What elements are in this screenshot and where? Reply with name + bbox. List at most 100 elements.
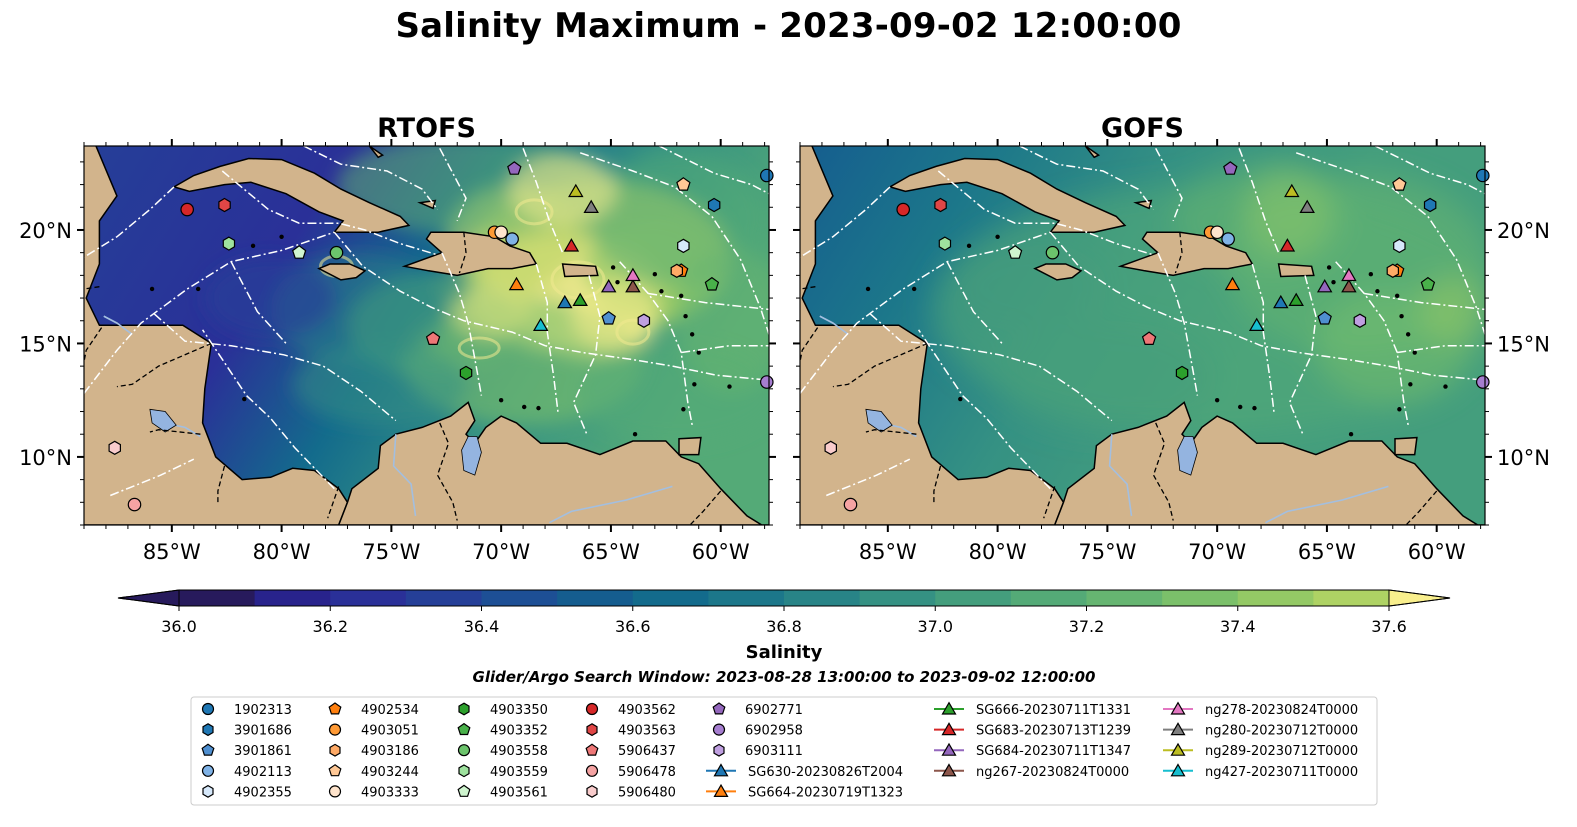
maritime-boundary: [303, 146, 439, 210]
platform-marker-3901686: [707, 197, 721, 213]
legend-marker-3901861: [201, 743, 215, 756]
country-border: [800, 327, 819, 362]
legend-label: 4903186: [361, 744, 419, 759]
maritime-boundary: [201, 329, 335, 490]
legend-marker-ng280-20230712T0000: [1170, 722, 1186, 736]
legend-marker-4903333: [328, 785, 342, 798]
colorbar-segment: [1162, 590, 1239, 606]
lake: [1177, 436, 1198, 476]
map-panel-rtofs: RTOFS 85°W 80°W 75°W 70°W 65°W 60°W 10°N 15°N 20°…: [19, 113, 776, 564]
small-island: [1412, 350, 1417, 355]
land-southam: [1053, 401, 1485, 525]
platform-marker-SG684-20230711T1347: [1316, 279, 1333, 293]
legend-label: 6902771: [745, 703, 803, 718]
country-border: [458, 232, 467, 274]
small-island: [610, 265, 616, 270]
x-tick-label: 60°W: [692, 540, 750, 564]
legend-label: SG684-20230711T1347: [976, 744, 1131, 759]
platform-marker-SG666-20230711T1331: [572, 292, 588, 306]
maritime-boundary: [869, 313, 1113, 422]
legend-label: 3901861: [234, 744, 292, 759]
platform-marker-6903111: [637, 313, 651, 328]
maritime-boundary: [535, 263, 559, 414]
legend-marker-4903244: [328, 764, 342, 777]
legend-marker-4902534: [328, 702, 342, 715]
legend-item: 6902958: [712, 723, 803, 739]
legend-marker-SG683-20230713T1239: [941, 722, 957, 736]
y-tick-label: 10°N: [19, 446, 72, 470]
legend-label: 4902355: [234, 785, 292, 800]
land-trinidad: [1394, 436, 1418, 456]
x-tick-label: 80°W: [253, 540, 311, 564]
small-island: [250, 243, 256, 249]
small-island: [652, 272, 658, 277]
land-puertorico: [561, 263, 599, 278]
figure-title: Salinity Maximum - 2023-09-02 12:00:00: [395, 6, 1182, 46]
legend-item: ng267-20230824T0000: [934, 763, 1129, 780]
legend-label: 6902958: [745, 724, 803, 739]
platform-marker-SG666-20230711T1331: [1288, 292, 1304, 306]
legend-label: 1902313: [234, 703, 292, 718]
platform-marker-6902771: [1223, 161, 1238, 175]
x-tick-label: 70°W: [1188, 540, 1246, 564]
y-tick-label: 15°N: [1497, 332, 1550, 356]
platform-marker-ng280-20230712T0000: [583, 199, 599, 213]
legend-marker-SG664-20230719T1323: [713, 783, 729, 798]
legend-box: [190, 696, 1378, 806]
maritime-boundary: [648, 292, 769, 311]
lake: [865, 408, 893, 433]
legend-marker-5906480: [586, 784, 598, 798]
platform-marker-1902313: [1476, 168, 1490, 183]
platform-marker-ng289-20230712T0000: [568, 183, 584, 198]
maritime-boundary: [110, 458, 195, 497]
platform-marker-5906480: [108, 440, 122, 455]
legend-item: 5906478: [585, 764, 676, 780]
platform-marker-ng427-20230711T0000: [532, 317, 549, 331]
platform-marker-SG664-20230719T1323: [1224, 276, 1241, 291]
small-island: [678, 293, 684, 298]
platform-marker-4903563: [218, 197, 231, 213]
colorbar-segment: [405, 590, 482, 606]
platform-marker-4903561: [1007, 245, 1023, 259]
legend-item: 6902771: [712, 702, 803, 718]
small-island: [1326, 265, 1332, 270]
country-border: [1043, 486, 1056, 519]
y-tick-label: 20°N: [19, 219, 72, 243]
maritime-boundary: [84, 186, 175, 258]
colorbar-tick-label: 37.6: [1371, 617, 1407, 636]
x-tick-label: 65°W: [582, 540, 640, 564]
x-tick-label: 80°W: [969, 540, 1027, 564]
legend-item: 4903051: [328, 723, 419, 739]
maritime-boundary: [333, 231, 765, 381]
legend-marker-5906437: [585, 743, 599, 756]
land-bahama1: [1042, 146, 1045, 148]
platform-marker-5906478: [843, 497, 858, 512]
lake: [149, 408, 177, 433]
platform-marker-4903558: [329, 245, 344, 260]
platform-marker-4903562: [180, 202, 194, 217]
y-tick-label: 10°N: [1497, 446, 1550, 470]
platform-marker-ng278-20230824T0000: [1341, 267, 1357, 282]
country-border: [84, 286, 100, 290]
maritime-boundary: [441, 252, 483, 396]
maritime-boundary: [1157, 252, 1199, 396]
maritime-boundary: [84, 231, 335, 394]
colorbar-segment: [859, 590, 936, 606]
platform-marker-4902355: [1393, 238, 1406, 254]
legend-label: 4903563: [618, 724, 676, 739]
platform-marker-ng267-20230824T0000: [1341, 279, 1357, 293]
country-border: [116, 342, 212, 388]
small-island: [696, 350, 701, 355]
platform-marker-5906437: [425, 331, 441, 345]
salinity-eddy: [514, 198, 554, 226]
small-island: [727, 384, 732, 389]
colorbar-tick-label: 36.8: [766, 617, 802, 636]
small-island: [689, 332, 695, 337]
legend-label: ng427-20230711T0000: [1205, 765, 1358, 780]
river-on-land: [392, 434, 417, 517]
maritime-boundary: [917, 329, 1051, 490]
salinity-blob: [292, 343, 469, 426]
maritime-boundary: [1374, 146, 1485, 195]
legend-marker-4903558: [457, 744, 471, 757]
legend-label: 4903558: [490, 744, 548, 759]
